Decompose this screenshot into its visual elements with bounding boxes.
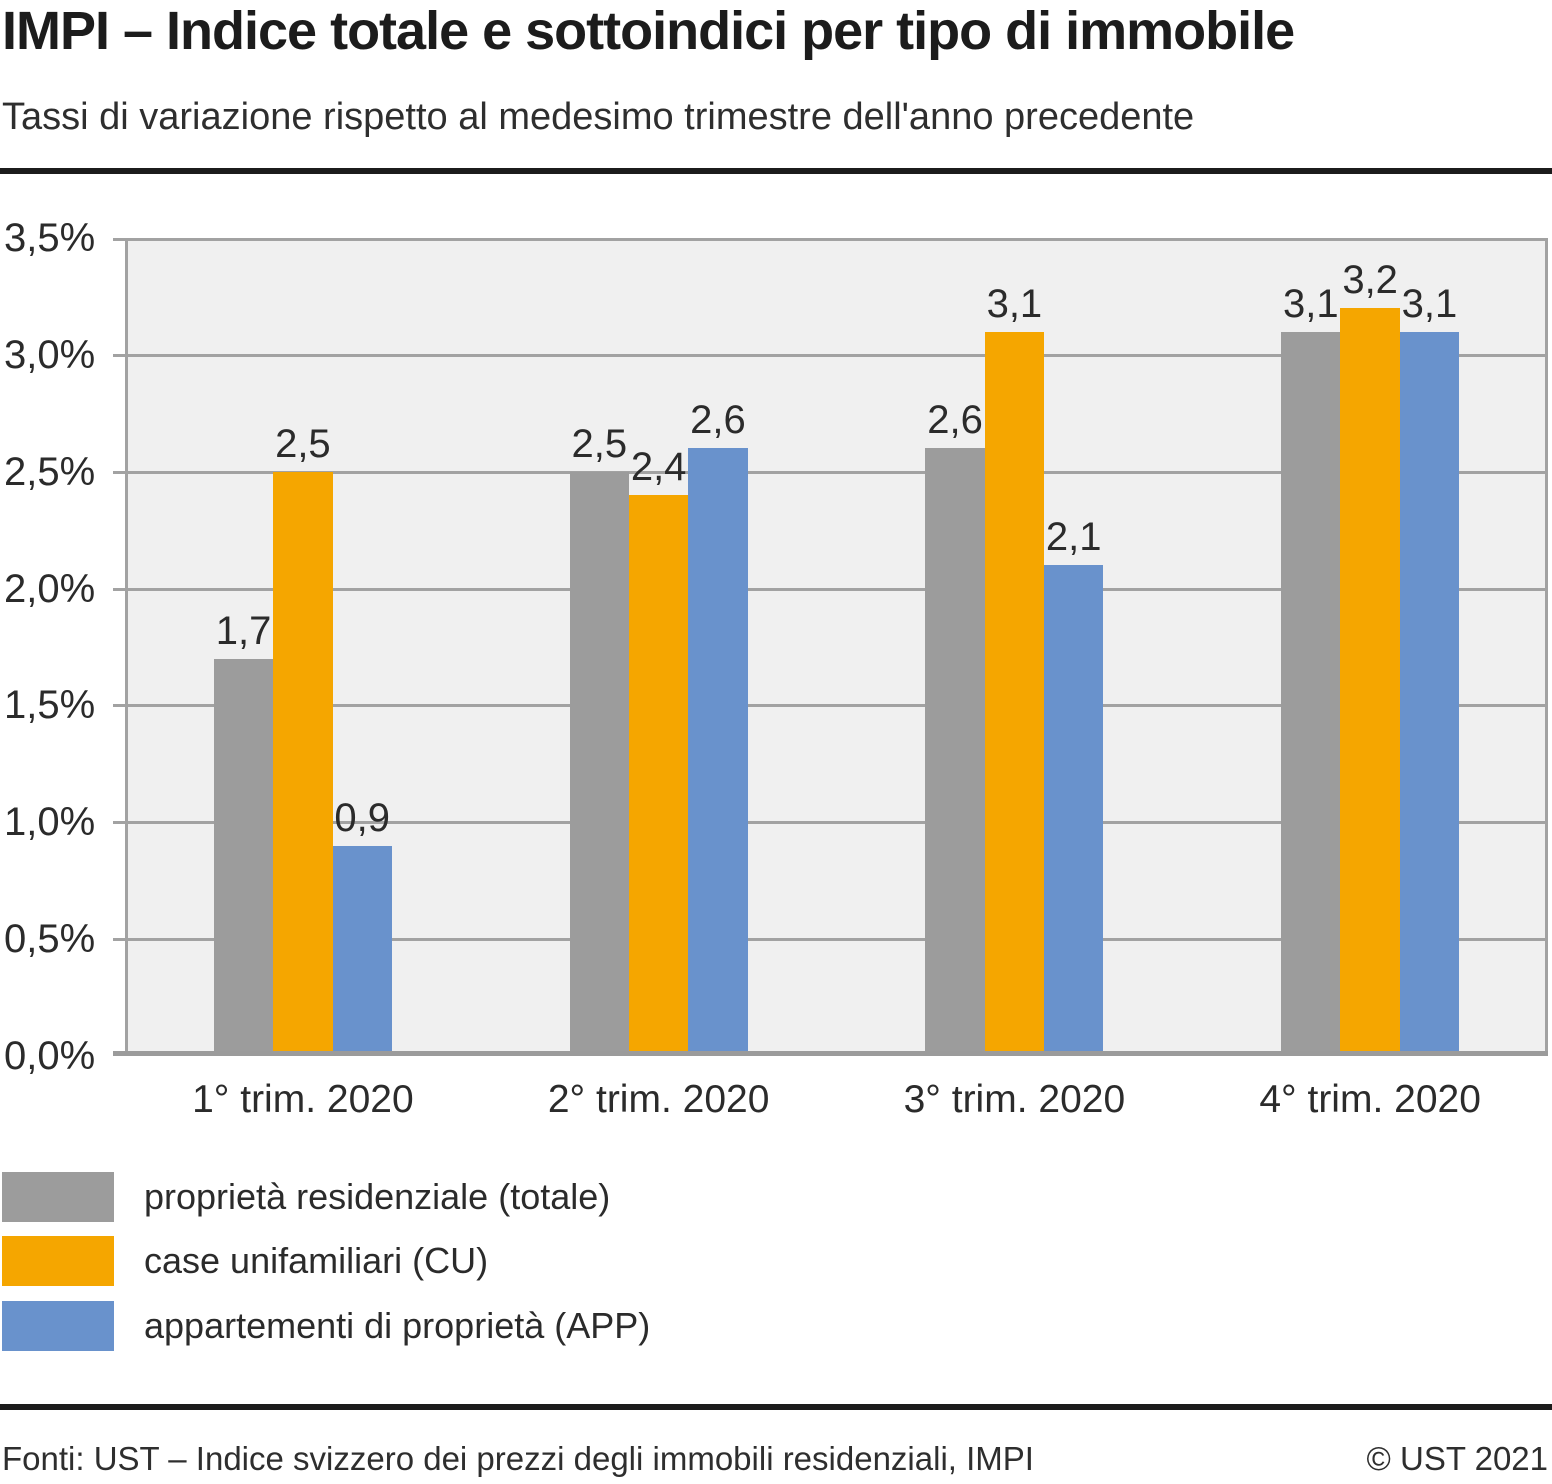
x-axis-line — [113, 1051, 1548, 1056]
bar-value-s1-q3: 2,6 — [927, 398, 983, 443]
bar-value-s3-q1: 0,9 — [334, 795, 390, 840]
gridline — [113, 821, 1548, 825]
gridline — [113, 587, 1548, 591]
bar-value-s2-q3: 3,1 — [986, 281, 1043, 326]
bar-s2-q3 — [984, 331, 1044, 1056]
top-divider — [0, 168, 1552, 174]
y-axis-tick-label: 1,0% — [4, 800, 96, 845]
bar-s3-q1 — [332, 845, 392, 1056]
bar-value-s3-q2: 2,6 — [690, 398, 746, 443]
x-axis-category-label: 1° trim. 2020 — [192, 1078, 414, 1121]
footer-source: Fonti: UST – Indice svizzero dei prezzi … — [2, 1440, 1034, 1477]
y-axis-line — [125, 238, 128, 1056]
plot-right-border — [1545, 238, 1548, 1056]
legend-label-cu: case unifamiliari (CU) — [144, 1240, 489, 1281]
y-axis-tick-label: 3,0% — [4, 332, 96, 377]
x-axis: 1° trim. 2020 2° trim. 2020 3° trim. 2020 4… — [125, 1078, 1548, 1128]
bar-s3-q3 — [1044, 565, 1104, 1056]
legend-item-app: appartementi di proprietà (APP) — [2, 1301, 650, 1351]
y-axis-tick-label: 2,5% — [4, 449, 96, 494]
gridline — [113, 938, 1548, 942]
bar-s2-q1 — [273, 471, 333, 1056]
legend-item-totale: proprietà residenziale (totale) — [2, 1172, 610, 1222]
gridline — [113, 353, 1548, 357]
y-axis-tick-label: 0,5% — [4, 917, 96, 962]
bar-s1-q3 — [925, 448, 985, 1056]
bar-value-s2-q1: 2,5 — [275, 421, 331, 466]
bar-value-s2-q4: 3,2 — [1342, 258, 1398, 303]
legend-swatch-app — [2, 1301, 114, 1351]
legend-label-app: appartementi di proprietà (APP) — [144, 1305, 651, 1346]
legend-item-cu: case unifamiliari (CU) — [2, 1236, 488, 1286]
bar-s1-q1 — [213, 658, 274, 1056]
bar-s1-q2 — [569, 471, 629, 1056]
footer-divider — [0, 1404, 1552, 1410]
x-axis-category-label: 4° trim. 2020 — [1259, 1078, 1481, 1121]
bar-value-s1-q1: 1,7 — [215, 608, 272, 653]
footer-copyright: © UST 2021 — [1366, 1440, 1548, 1477]
bar-s3-q4 — [1399, 331, 1460, 1056]
footer: Fonti: UST – Indice svizzero dei prezzi … — [2, 1440, 1548, 1478]
chart-title: IMPI – Indice totale e sottoindici per t… — [2, 1, 1295, 61]
chart-subtitle: Tassi di variazione rispetto al medesimo… — [2, 96, 1195, 138]
gridline — [113, 470, 1548, 474]
bar-value-s1-q2: 2,5 — [571, 421, 628, 466]
bar-value-s2-q2: 2,4 — [630, 445, 687, 490]
bar-s3-q2 — [688, 448, 748, 1056]
x-axis-category-label: 3° trim. 2020 — [903, 1078, 1126, 1121]
bar-s1-q4 — [1281, 331, 1341, 1056]
y-axis-tick-label: 1,5% — [4, 683, 96, 728]
gridline — [113, 704, 1548, 708]
legend-swatch-totale — [2, 1172, 114, 1222]
bar-s2-q2 — [628, 495, 689, 1056]
legend-label-totale: proprietà residenziale (totale) — [144, 1176, 611, 1217]
bar-s2-q4 — [1340, 308, 1400, 1056]
bar-value-s1-q4: 3,1 — [1283, 281, 1339, 326]
legend-swatch-cu — [2, 1236, 114, 1286]
bar-value-s3-q3: 2,1 — [1045, 515, 1102, 560]
y-axis: 3,5% 3,0% 2,5% 2,0% 1,5% 1,0% 0,5% 0,0% — [4, 218, 104, 1076]
plot-area: 1,7 2,5 2,6 3,1 2,5 2,4 3,1 3,2 0,9 2,6 2,1 3,1 — [113, 238, 1548, 1056]
y-axis-tick-label: 3,5% — [4, 216, 96, 260]
x-axis-category-label: 2° trim. 2020 — [547, 1078, 770, 1121]
y-axis-tick-label: 2,0% — [4, 566, 96, 611]
y-axis-tick-label: 0,0% — [4, 1034, 96, 1078]
bar-value-s3-q4: 3,1 — [1401, 281, 1458, 326]
gridline — [113, 238, 1548, 241]
